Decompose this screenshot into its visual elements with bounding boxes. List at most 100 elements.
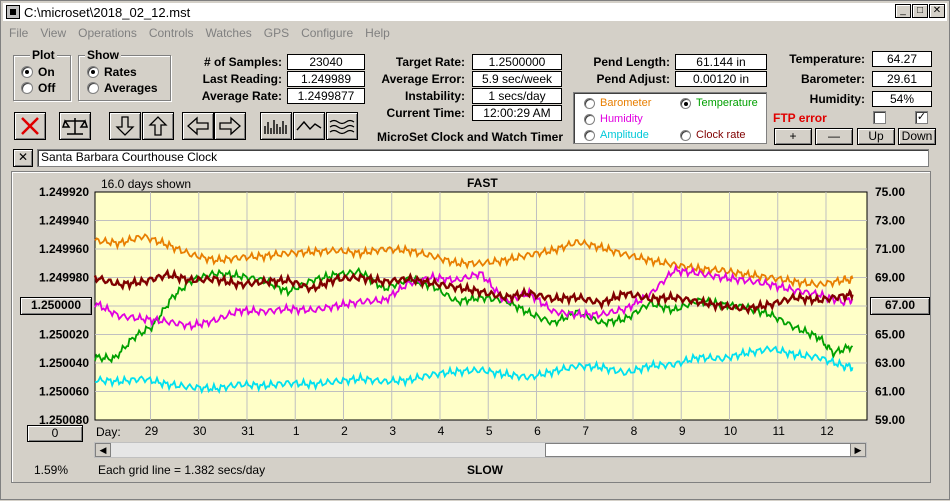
chart-frame (11, 171, 931, 483)
show-averages-indicator (87, 82, 99, 94)
show-averages-label: Averages (104, 81, 158, 95)
clock-description-input[interactable]: Santa Barbara Courthouse Clock (37, 149, 929, 167)
down-arrow-button[interactable] (109, 112, 141, 140)
day-tick-label: 9 (679, 424, 686, 438)
wave-icon (329, 119, 355, 135)
left-tick-label: 1.249980 (39, 271, 89, 285)
menu-configure[interactable]: Configure (301, 26, 354, 40)
current-time-value: 12:00:29 AM (472, 105, 562, 121)
temperature-label: Temperature: (789, 52, 865, 66)
right-tick-label: 75.00 (875, 185, 905, 199)
right-tick-label: 71.00 (875, 242, 905, 256)
center-environment-button[interactable]: 67.00 (870, 297, 930, 315)
plot-off-label: Off (38, 81, 56, 95)
barometer-value: 29.61 (872, 71, 932, 87)
time-scrollbar[interactable]: ◀ ▶ (94, 442, 867, 458)
day-tick-label: 31 (241, 424, 255, 438)
down-button[interactable]: Down (898, 128, 936, 145)
samples-label: # of Samples: (203, 55, 282, 69)
clear-button[interactable] (14, 112, 46, 140)
minus-button[interactable]: — (815, 128, 853, 145)
right-arrow-button[interactable] (214, 112, 246, 140)
menu-bar: File View Operations Controls Watches GP… (3, 23, 396, 43)
clear-description-button[interactable]: ✕ (13, 149, 33, 167)
humidity-label: Humidity: (809, 92, 865, 106)
current-time-label: Current Time: (386, 106, 465, 120)
scroll-right-arrow-icon[interactable]: ▶ (850, 443, 866, 457)
plot-off-radio[interactable]: Off (21, 81, 55, 95)
left-tick-label: 1.249940 (39, 214, 89, 228)
show-rates-radio[interactable]: Rates (87, 65, 137, 79)
menu-operations[interactable]: Operations (78, 26, 137, 40)
day-tick-label: 5 (486, 424, 493, 438)
average-error-value: 5.9 sec/week (472, 71, 562, 87)
barometer-label: Barometer: (800, 72, 865, 86)
grid-line-label: Each grid line = 1.382 secs/day (98, 463, 266, 477)
left-tick-label: 1.249920 (39, 185, 89, 199)
percent-label: 1.59% (34, 463, 69, 477)
menu-file[interactable]: File (9, 26, 29, 40)
option-temperature[interactable]: Temperature (680, 97, 758, 109)
plot-on-radio[interactable]: On (21, 65, 55, 79)
window-title: C:\microset\2018_02_12.mst (24, 4, 191, 20)
right-tick-label: 61.00 (875, 385, 905, 399)
temperature-radio-indicator (680, 97, 691, 109)
day-tick-label: 4 (438, 424, 445, 438)
clock-rate-radio-indicator (680, 129, 691, 141)
show-averages-radio[interactable]: Averages (87, 81, 158, 95)
ftp-checkbox-1[interactable] (873, 111, 886, 124)
plus-button[interactable]: + (774, 128, 812, 145)
day-tick-label: 2 (341, 424, 348, 438)
instability-value: 1 secs/day (472, 88, 562, 104)
left-arrow-button[interactable] (182, 112, 214, 140)
option-barometer[interactable]: Barometer (584, 97, 651, 109)
option-humidity[interactable]: Humidity (584, 113, 643, 125)
ftp-error-label: FTP error (773, 111, 827, 125)
right-tick-label: 59.00 (875, 413, 905, 427)
series-line-0 (94, 233, 854, 290)
up-arrow-button[interactable] (142, 112, 174, 140)
wave-graph-button[interactable] (326, 112, 358, 140)
scroll-left-arrow-icon[interactable]: ◀ (95, 443, 111, 457)
left-tick-label: 1.250040 (39, 356, 89, 370)
show-group: Show (78, 48, 171, 101)
menu-watches[interactable]: Watches (205, 26, 252, 40)
samples-value: 23040 (287, 54, 365, 70)
center-rate-button[interactable]: 1.250000 (20, 297, 92, 315)
amplitude-radio-indicator (584, 129, 595, 141)
menu-help[interactable]: Help (365, 26, 390, 40)
temperature-value: 64.27 (872, 51, 932, 67)
arrow-right-icon (219, 116, 241, 136)
option-clock-rate[interactable]: Clock rate (680, 129, 746, 141)
day-tick-label: 7 (582, 424, 589, 438)
right-tick-label: 65.00 (875, 328, 905, 342)
show-rates-indicator (87, 66, 99, 78)
ftp-checkbox-2[interactable]: ✓ (915, 111, 928, 124)
menu-gps[interactable]: GPS (263, 26, 290, 40)
right-tick-label: 73.00 (875, 214, 905, 228)
left-tick-label: 1.250020 (39, 328, 89, 342)
average-rate-label: Average Rate: (201, 89, 282, 103)
right-tick-label: 69.00 (875, 271, 905, 285)
red-x-icon (21, 117, 39, 135)
line-graph-button[interactable] (293, 112, 325, 140)
minimize-button[interactable]: _ (895, 4, 911, 18)
up-button[interactable]: Up (857, 128, 895, 145)
zero-button[interactable]: 0 (27, 425, 83, 442)
menu-view[interactable]: View (40, 26, 67, 40)
histogram-button[interactable] (260, 112, 292, 140)
balance-button[interactable] (59, 112, 91, 140)
day-axis-label: Day: (96, 425, 121, 439)
humidity-option-label: Humidity (600, 113, 643, 125)
day-tick-label: 30 (193, 424, 207, 438)
scroll-thumb[interactable] (545, 443, 851, 457)
show-rates-label: Rates (104, 65, 137, 79)
close-button[interactable]: ✕ (929, 4, 945, 18)
maximize-button[interactable]: □ (912, 4, 928, 18)
balance-scale-icon (62, 118, 88, 135)
humidity-radio-indicator (584, 113, 595, 125)
plot-on-indicator (21, 66, 33, 78)
option-amplitude[interactable]: Amplitude (584, 129, 649, 141)
title-bar: C:\microset\2018_02_12.mst _ □ ✕ (3, 3, 947, 21)
menu-controls[interactable]: Controls (148, 26, 194, 40)
